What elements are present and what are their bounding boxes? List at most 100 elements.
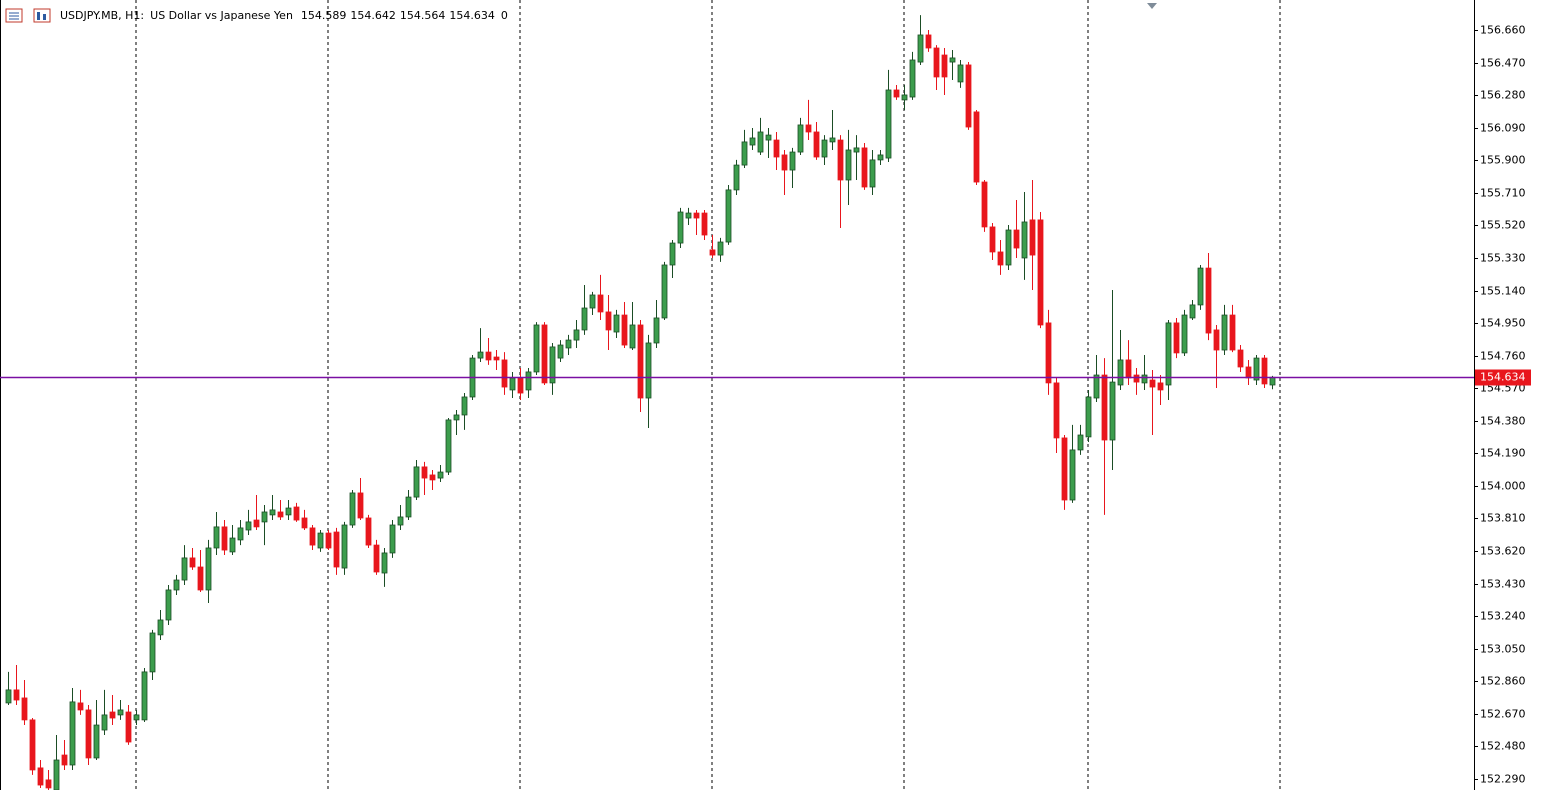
candle-body <box>1125 359 1132 379</box>
candle-body <box>1077 434 1084 451</box>
candle-body <box>77 702 84 711</box>
y-tick-label: 153.430 <box>1480 578 1526 591</box>
y-tick-label: 154.190 <box>1480 447 1526 460</box>
candle-body <box>813 131 820 158</box>
candle-body <box>101 714 108 731</box>
candle-body <box>877 154 884 161</box>
candle-body <box>1133 374 1140 383</box>
candle-body <box>61 754 68 766</box>
candle-body <box>397 516 404 526</box>
candle-body <box>325 532 332 549</box>
y-tick-label: 156.280 <box>1480 89 1526 102</box>
candle-body <box>373 544 380 573</box>
candle-body <box>229 537 236 553</box>
candle-body <box>1205 267 1212 334</box>
candle-body <box>333 531 340 568</box>
chart-header: USDJPY.MB, H1: US Dollar vs Japanese Yen 1… <box>60 9 508 22</box>
candle-body <box>85 709 92 759</box>
candle-body <box>197 566 204 591</box>
candle-body <box>357 492 364 519</box>
candle-body <box>589 294 596 309</box>
candle-body <box>1061 437 1068 501</box>
candle-body <box>773 139 780 158</box>
candle-body <box>997 251 1004 266</box>
candle-body <box>445 419 452 473</box>
y-tick-label: 155.520 <box>1480 219 1526 232</box>
candle-body <box>349 492 356 526</box>
candle-body <box>917 34 924 63</box>
candle-body <box>733 164 740 191</box>
candle-body <box>405 496 412 518</box>
candle-body <box>941 54 948 78</box>
candle-body <box>669 242 676 266</box>
candle-body <box>909 59 916 98</box>
candle-body <box>341 524 348 569</box>
candle-body <box>557 344 564 359</box>
candle-body <box>725 189 732 243</box>
y-tick-label: 153.240 <box>1480 610 1526 623</box>
y-tick-label: 153.810 <box>1480 512 1526 525</box>
chart-icon[interactable] <box>33 8 51 23</box>
candle-body <box>541 324 548 384</box>
y-tick-label: 156.470 <box>1480 57 1526 70</box>
candle-body <box>797 124 804 153</box>
candle-body <box>1093 374 1100 399</box>
candle-body <box>573 329 580 341</box>
candle-body <box>853 147 860 153</box>
candle-body <box>685 212 692 219</box>
high-value: 154.642 <box>350 9 396 22</box>
y-tick-label: 156.090 <box>1480 122 1526 135</box>
candle-body <box>709 249 716 256</box>
candle-body <box>461 396 468 416</box>
scroll-marker <box>1147 3 1157 9</box>
candle-body <box>213 526 220 549</box>
candle-body <box>1005 229 1012 266</box>
candle-body <box>1197 267 1204 306</box>
candle-body <box>613 314 620 333</box>
chart-icon-bar <box>37 12 40 20</box>
candle-body <box>53 759 60 790</box>
candle-body <box>1245 366 1252 379</box>
y-tick-label: 153.620 <box>1480 545 1526 558</box>
candle-body <box>1261 357 1268 385</box>
candle-body <box>717 241 724 256</box>
candle-body <box>957 64 964 83</box>
candle-body <box>1149 379 1156 388</box>
candle-body <box>5 689 12 704</box>
candle-body <box>285 507 292 516</box>
candle-body <box>981 181 988 228</box>
price-label: 154.634 <box>1480 371 1526 384</box>
candle-body <box>1165 322 1172 386</box>
candle-body <box>637 324 644 399</box>
candle-body <box>989 226 996 253</box>
candle-body <box>581 307 588 331</box>
candle-body <box>261 511 268 523</box>
candle-body <box>365 517 372 546</box>
candle-body <box>181 557 188 581</box>
candle-body <box>621 314 628 346</box>
candle-body <box>477 351 484 359</box>
candle-body <box>765 134 772 141</box>
header: USDJPY.MB, H1: US Dollar vs Japanese Yen 1… <box>5 8 508 23</box>
candle-body <box>149 632 156 673</box>
candle-body <box>677 211 684 244</box>
candle-body <box>645 342 652 399</box>
candle-body <box>837 139 844 181</box>
candle-body <box>317 532 324 549</box>
candle-body <box>189 557 196 568</box>
candle-body <box>1053 382 1060 439</box>
candle-body <box>1117 359 1124 386</box>
candle-body <box>1021 221 1028 259</box>
candle-body <box>1037 219 1044 326</box>
y-tick-label: 152.480 <box>1480 740 1526 753</box>
candle-body <box>485 351 492 361</box>
candle-body <box>949 57 956 63</box>
candle-body <box>133 714 140 721</box>
candle-body <box>1045 322 1052 384</box>
y-tick-label: 156.660 <box>1480 24 1526 37</box>
candle-body <box>701 212 708 236</box>
candle-body <box>525 371 532 391</box>
candle-body <box>845 149 852 181</box>
